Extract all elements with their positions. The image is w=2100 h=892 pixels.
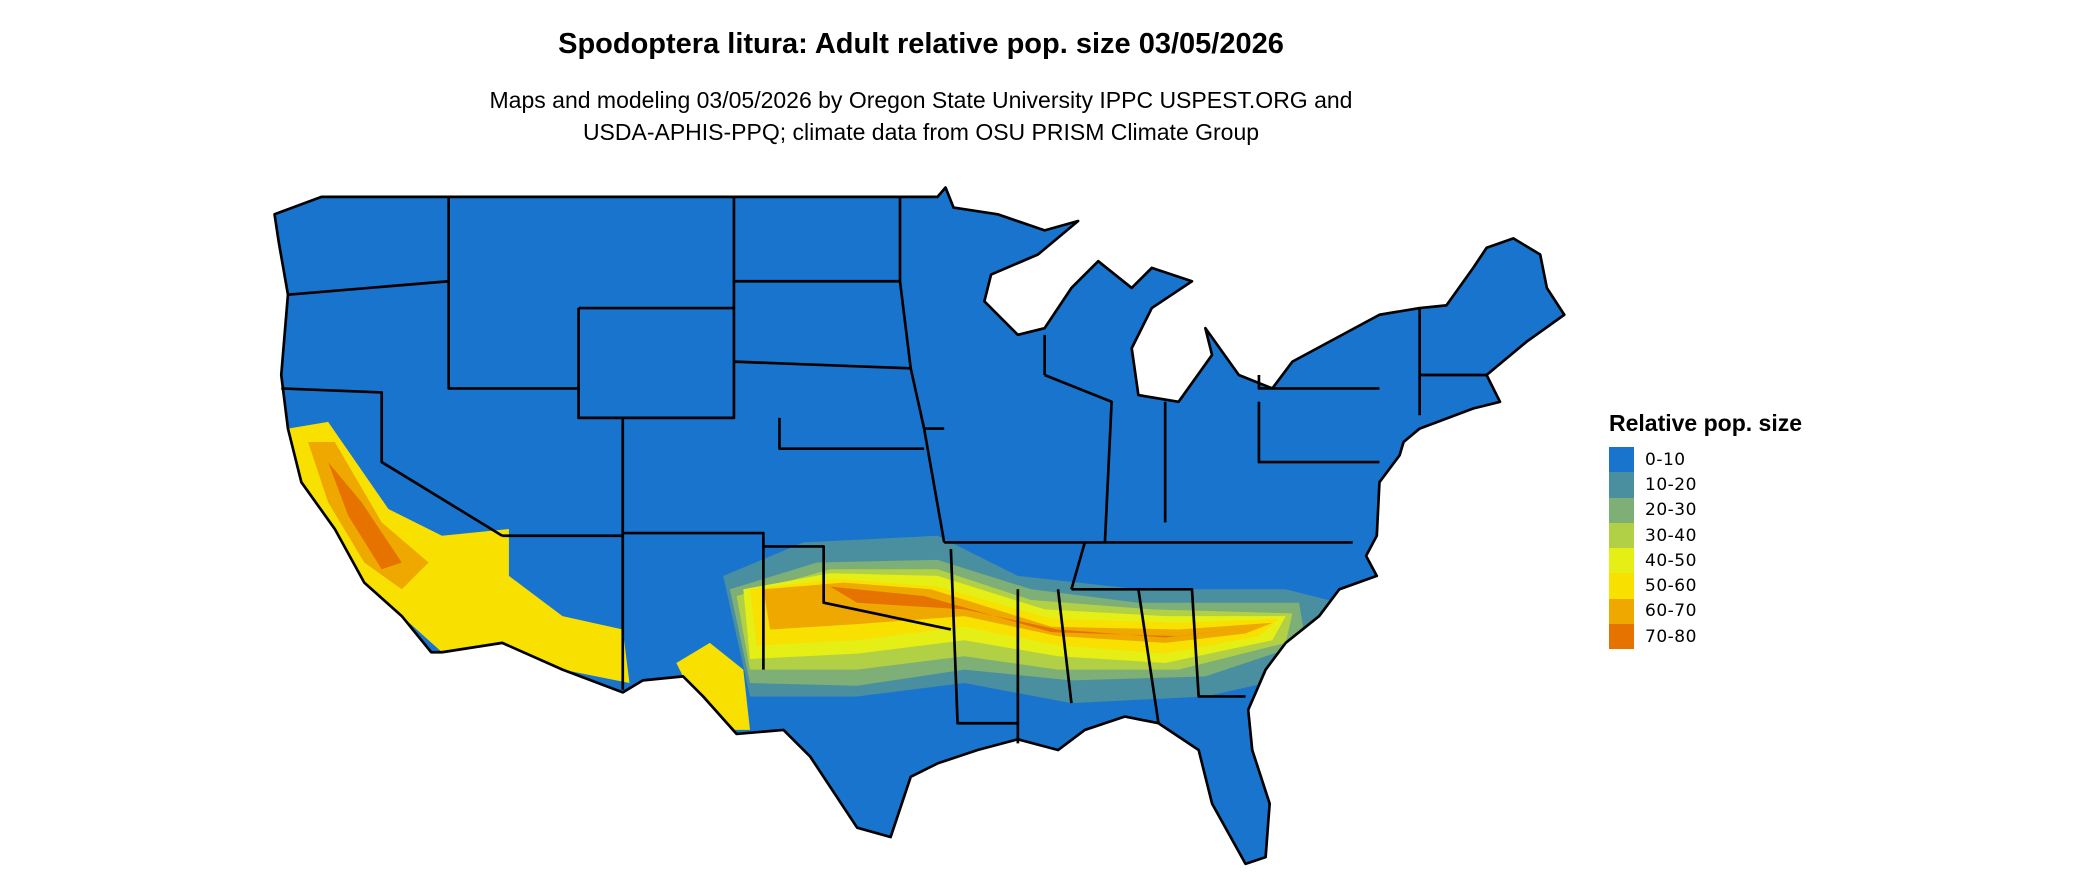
texas-west-zone (676, 642, 750, 730)
legend-item: 50-60 (1609, 573, 1802, 599)
west-zone-yellow (287, 421, 630, 684)
legend-label: 30-40 (1645, 525, 1697, 546)
legend-label: 70-80 (1645, 626, 1697, 647)
west-zone-red (328, 462, 402, 570)
legend-swatch (1609, 497, 1634, 523)
population-overlay (287, 421, 1340, 730)
legend-swatch (1609, 522, 1634, 549)
legend-item: 70-80 (1609, 624, 1802, 650)
subtitle-line-1: Maps and modeling 03/05/2026 by Oregon S… (489, 87, 1353, 113)
map-subtitle: Maps and modeling 03/05/2026 by Oregon S… (0, 84, 1842, 148)
us-land-area (274, 187, 1565, 864)
subtitle-line-2: USDA-APHIS-PPQ; climate data from OSU PR… (582, 119, 1260, 145)
legend-swatch (1609, 624, 1634, 650)
legend-label: 20-30 (1645, 500, 1697, 521)
zone-70-80 (830, 586, 1233, 638)
legend-swatch (1609, 447, 1634, 473)
legend-swatch (1609, 472, 1634, 498)
legend-label: 60-70 (1645, 601, 1697, 622)
legend-item: 20-30 (1609, 497, 1802, 523)
legend-item: 30-40 (1609, 522, 1802, 549)
legend-title: Relative pop. size (1609, 410, 1803, 436)
legend-swatch (1609, 573, 1634, 599)
legend-item: 10-20 (1609, 472, 1802, 498)
legend-label: 10-20 (1645, 474, 1697, 495)
state-boundaries (273, 186, 1566, 866)
legend-label: 50-60 (1645, 576, 1697, 597)
legend-label: 0-10 (1645, 449, 1686, 470)
legend-item: 60-70 (1609, 598, 1802, 625)
legend-swatch (1609, 598, 1634, 625)
legend: Relative pop. size 0-10 10-20 20-30 30-40 40… (1609, 410, 1803, 650)
legend-swatch (1609, 548, 1634, 574)
legend-item: 0-10 (1609, 447, 1802, 473)
map-title: Spodoptera litura: Adult relative pop. s… (558, 28, 1284, 60)
legend-label: 40-50 (1645, 550, 1697, 571)
legend-item: 40-50 (1609, 548, 1802, 574)
